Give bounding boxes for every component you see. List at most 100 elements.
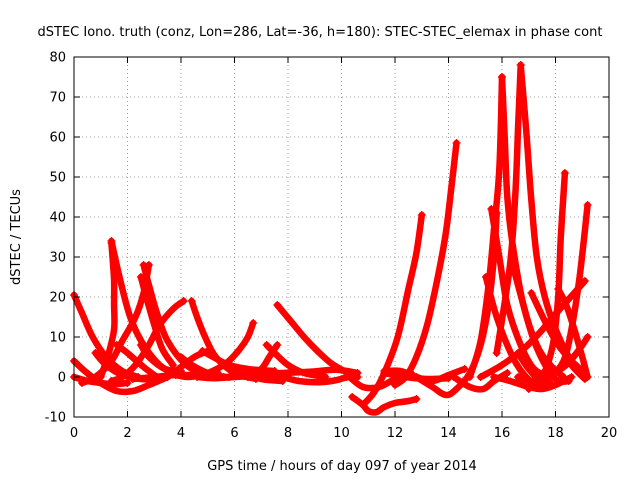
series-trace — [252, 366, 361, 377]
plus-marker — [96, 373, 105, 381]
y-tick-label: 40 — [49, 211, 66, 226]
plus-marker — [150, 377, 159, 385]
plus-marker — [243, 373, 252, 381]
plus-marker — [580, 375, 589, 383]
y-tick-label: 80 — [49, 51, 66, 66]
plus-marker — [91, 349, 100, 357]
y-tick-label: -10 — [45, 411, 66, 426]
plus-marker — [348, 393, 357, 401]
series-trace — [279, 373, 351, 386]
plus-marker — [567, 373, 576, 381]
plus-marker — [514, 349, 523, 357]
series-trace — [546, 317, 589, 383]
data-series — [136, 273, 177, 369]
series-trace — [108, 297, 187, 385]
x-tick-label: 14 — [440, 426, 457, 441]
plus-marker — [452, 139, 461, 147]
plus-marker — [136, 341, 145, 349]
x-tick-label: 6 — [230, 426, 238, 441]
chart-title: dSTEC Iono. truth (conz, Lon=286, Lat=-3… — [38, 25, 603, 40]
x-tick-label: 16 — [494, 426, 511, 441]
plus-marker — [78, 379, 87, 387]
series-trace — [381, 369, 452, 383]
plus-marker — [262, 341, 271, 349]
plus-marker — [449, 373, 458, 381]
y-axis-label: dSTEC / TECUs — [9, 189, 24, 285]
plus-marker — [353, 369, 362, 377]
tick-labels: 0 2 4 6 8 10 12 14 16 18 20 -10 0 10 20 30 40 50 60 70 80 — [45, 51, 618, 442]
plus-marker — [560, 169, 569, 177]
plus-marker — [516, 61, 525, 69]
plus-marker — [136, 273, 145, 281]
plus-marker — [492, 349, 501, 357]
series-trace — [488, 205, 554, 381]
plus-marker — [273, 301, 282, 309]
x-tick-label: 20 — [601, 426, 618, 441]
plus-marker — [487, 205, 496, 213]
x-tick-label: 18 — [547, 426, 564, 441]
x-tick-label: 8 — [284, 426, 292, 441]
plus-marker — [476, 373, 485, 381]
series-trace — [490, 373, 575, 393]
plus-marker — [251, 369, 260, 377]
plus-marker — [249, 319, 258, 327]
ticks — [73, 56, 610, 418]
plus-marker — [514, 373, 523, 381]
plus-marker — [417, 211, 426, 219]
plus-marker — [503, 369, 512, 377]
y-tick-label: 20 — [49, 291, 66, 306]
plus-marker — [139, 261, 148, 269]
series-trace — [359, 211, 426, 409]
y-tick-label: 50 — [49, 171, 66, 186]
series-trace — [70, 291, 142, 381]
y-tick-label: 30 — [49, 251, 66, 266]
plus-marker — [481, 273, 490, 281]
plus-marker — [583, 201, 592, 209]
plus-marker — [498, 73, 506, 81]
y-tick-label: 0 — [58, 371, 66, 386]
plus-marker — [123, 379, 132, 387]
data-series — [358, 211, 426, 409]
plus-marker — [527, 289, 536, 297]
x-tick-label: 2 — [123, 426, 131, 441]
plus-marker — [546, 317, 555, 325]
series-trace — [466, 73, 506, 381]
x-tick-label: 4 — [177, 426, 185, 441]
series-trace — [391, 139, 460, 389]
data-series — [348, 393, 421, 416]
plus-marker — [380, 369, 389, 377]
plus-marker — [391, 381, 399, 389]
y-tick-label: 10 — [49, 331, 66, 346]
plus-marker — [187, 297, 196, 305]
y-tick-label: 70 — [49, 91, 66, 106]
plus-marker — [193, 373, 202, 381]
series-trace — [70, 357, 171, 396]
plus-marker — [583, 333, 592, 341]
y-tick-label: 60 — [49, 131, 66, 146]
plus-marker — [225, 363, 234, 371]
plus-marker — [107, 377, 116, 385]
x-tick-label: 12 — [387, 426, 404, 441]
plus-marker — [554, 285, 563, 293]
grid — [74, 57, 609, 417]
x-axis-label: GPS time / hours of day 097 of year 2014 — [207, 459, 477, 474]
plus-marker — [273, 341, 282, 349]
x-tick-label: 10 — [333, 426, 350, 441]
data-series — [546, 317, 589, 383]
plus-marker — [460, 365, 469, 373]
plus-marker — [198, 347, 207, 355]
series-trace — [151, 347, 212, 385]
data-series — [107, 297, 188, 385]
plus-marker — [358, 401, 367, 409]
plus-marker — [179, 297, 188, 305]
plus-marker — [489, 373, 498, 381]
series-trace — [113, 341, 161, 381]
plus-marker — [112, 341, 121, 349]
plus-marker — [412, 395, 421, 403]
data-series — [251, 366, 362, 377]
plus-marker — [107, 237, 116, 245]
series-trace — [554, 285, 591, 381]
plus-marker — [345, 373, 354, 381]
series-trace — [493, 61, 524, 357]
